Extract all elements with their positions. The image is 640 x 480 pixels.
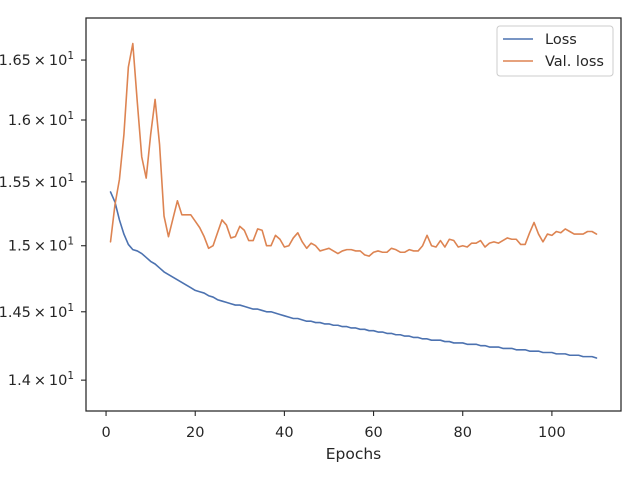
x-tick-label: 40: [275, 425, 293, 441]
x-tick-label: 80: [454, 425, 472, 441]
series-line-loss: [109, 191, 598, 359]
y-tick-label: 1.5 × 101: [8, 236, 74, 255]
x-axis-label: Epochs: [326, 445, 382, 463]
x-tick-label: 0: [101, 425, 110, 441]
legend: Loss Val. loss: [496, 25, 614, 77]
legend-label-loss: Loss: [545, 32, 577, 48]
x-tick-label: 20: [186, 425, 204, 441]
x-tick-label: 60: [364, 425, 382, 441]
series-line-val-loss: [109, 42, 598, 257]
plot-frame: [85, 17, 622, 412]
x-tick-label: 100: [538, 425, 566, 441]
series-lines: [109, 42, 598, 359]
y-tick-label: 1.6 × 101: [8, 110, 74, 129]
x-axis-ticks: 0 20 40 60 80 100: [101, 411, 566, 441]
y-tick-label: 1.65 × 101: [0, 50, 74, 69]
legend-label-val-loss: Val. loss: [545, 54, 604, 70]
y-tick-label: 1.55 × 101: [0, 172, 74, 191]
y-tick-label: 1.4 × 101: [8, 370, 74, 389]
y-axis-ticks: 1.4 × 101 1.45 × 101 1.5 × 101 1.55 × 101 1.…: [0, 50, 86, 389]
y-tick-label: 1.45 × 101: [0, 302, 74, 321]
